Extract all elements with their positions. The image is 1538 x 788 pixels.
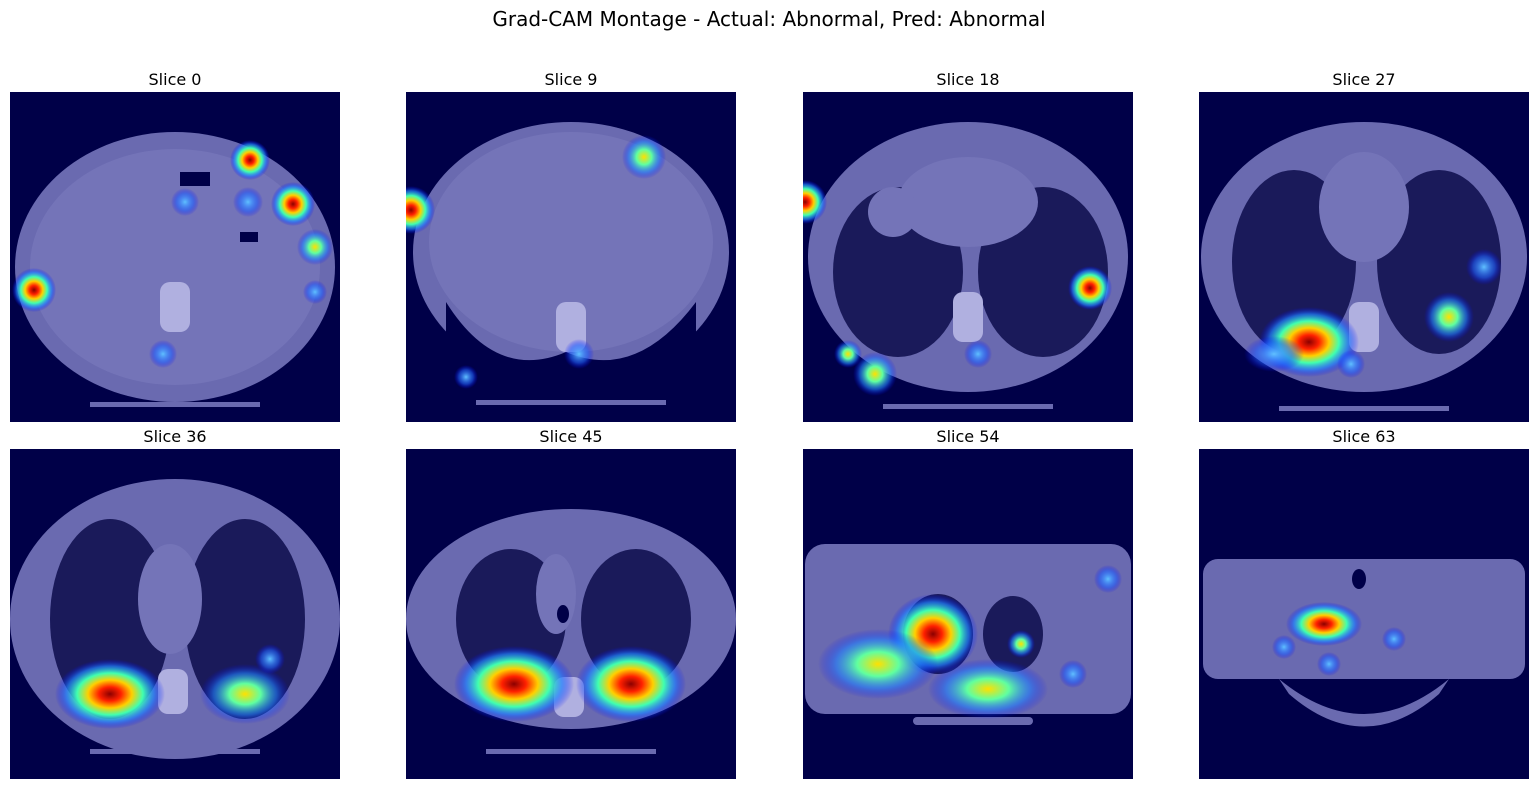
- ct-slice-image: [10, 449, 340, 779]
- slice-title: Slice 18: [936, 70, 1000, 89]
- slice-title: Slice 0: [148, 70, 202, 89]
- ct-slice-image: [1199, 449, 1529, 779]
- ct-slice-image: [803, 449, 1133, 779]
- ct-slice-image: [406, 449, 736, 779]
- ct-slice-image: [10, 92, 340, 422]
- ct-slice-image: [406, 92, 736, 422]
- slice-title: Slice 45: [539, 427, 603, 446]
- slice-title: Slice 27: [1332, 70, 1396, 89]
- slice-title: Slice 63: [1332, 427, 1396, 446]
- ct-slice-image: [803, 92, 1133, 422]
- figure-title: Grad-CAM Montage - Actual: Abnormal, Pre…: [492, 7, 1046, 31]
- slice-title: Slice 54: [936, 427, 1000, 446]
- slice-title: Slice 36: [143, 427, 207, 446]
- ct-slice-image: [1199, 92, 1529, 422]
- slice-title: Slice 9: [544, 70, 598, 89]
